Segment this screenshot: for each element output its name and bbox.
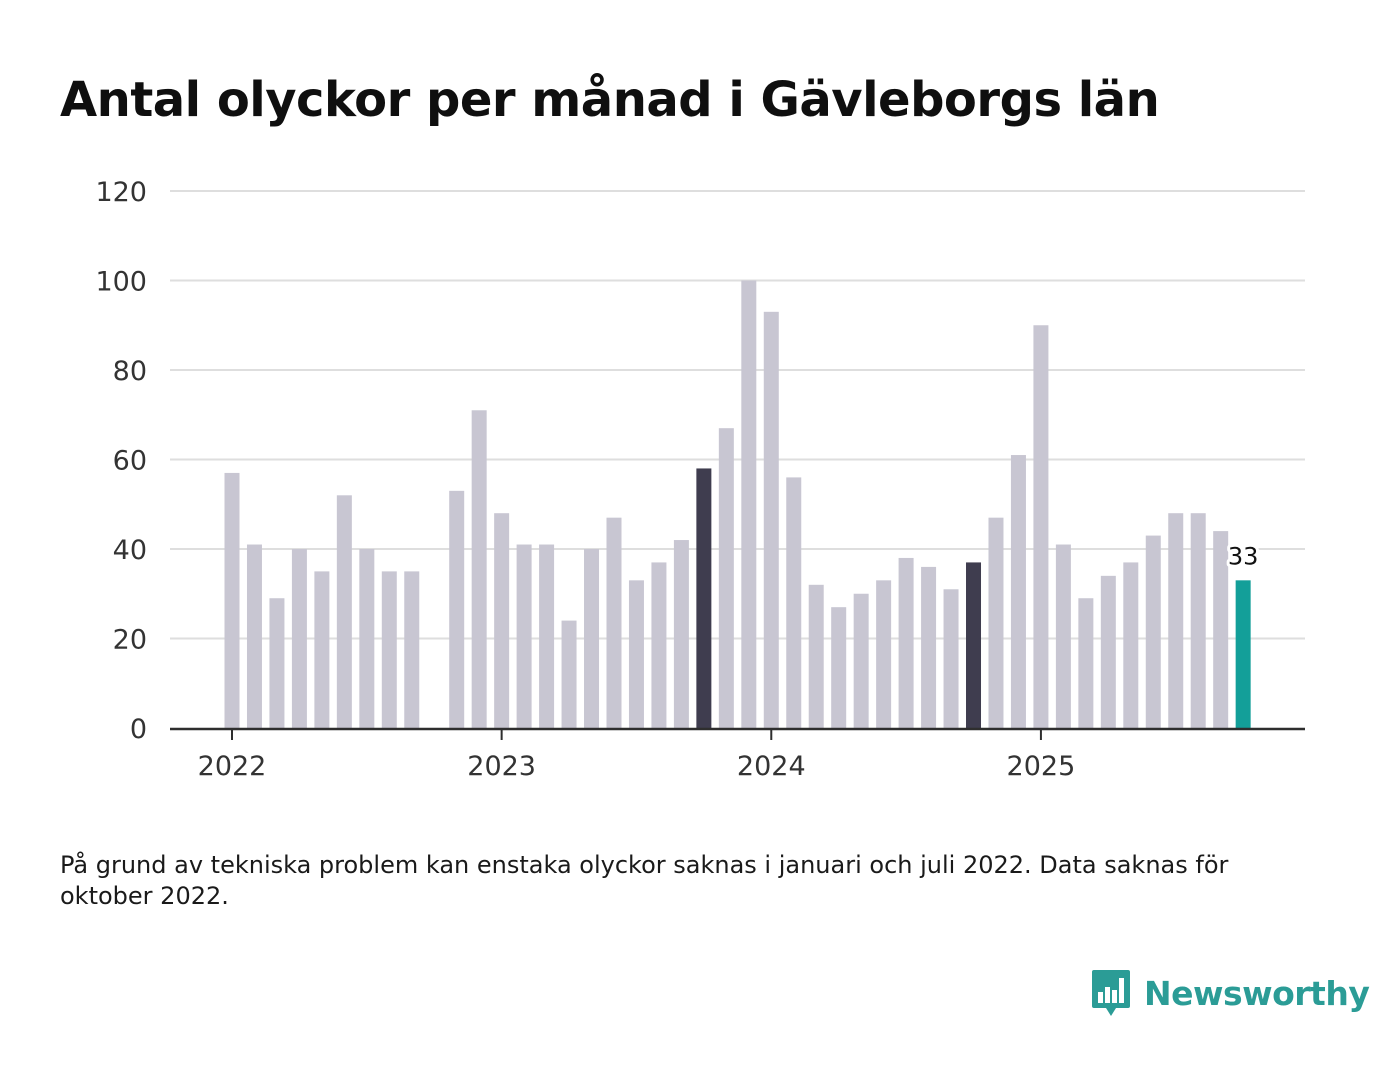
bar[interactable] <box>336 495 352 728</box>
y-tick-label: 40 <box>113 535 147 566</box>
bar[interactable] <box>921 566 937 728</box>
bar[interactable] <box>291 549 307 728</box>
bar-chart: 0 20 40 60 80 100 120 2022 2023 2024 2025 33 <box>95 177 1305 782</box>
bar[interactable] <box>651 562 667 728</box>
y-axis-ticks: 0 20 40 60 80 100 120 <box>95 177 147 745</box>
bar[interactable] <box>741 280 757 729</box>
brand-name: Newsworthy <box>1144 973 1370 1013</box>
bar[interactable] <box>718 428 734 728</box>
brand-logo[interactable]: Newsworthy <box>1090 968 1370 1018</box>
y-tick-label: 0 <box>130 714 147 745</box>
bar[interactable] <box>831 607 847 728</box>
bar[interactable] <box>471 410 487 728</box>
bars <box>224 280 1251 729</box>
gridlines <box>170 190 1305 640</box>
bar[interactable] <box>1190 513 1206 728</box>
bar[interactable] <box>516 544 532 728</box>
bar[interactable] <box>1123 562 1139 728</box>
bar[interactable] <box>381 571 397 729</box>
chart-title: Antal olyckor per månad i Gävleborgs län <box>60 72 1160 128</box>
bar[interactable] <box>1078 598 1094 728</box>
bar[interactable] <box>1033 325 1049 728</box>
bar[interactable] <box>314 571 330 729</box>
x-tick-label: 2025 <box>1007 751 1076 782</box>
y-tick-label: 120 <box>95 177 147 208</box>
bar[interactable] <box>449 490 465 728</box>
y-tick-label: 80 <box>113 356 147 387</box>
bar[interactable] <box>786 477 802 728</box>
x-tick-label: 2024 <box>737 751 806 782</box>
bar[interactable] <box>1168 513 1184 728</box>
bar[interactable] <box>1100 575 1116 728</box>
bar[interactable] <box>606 517 622 728</box>
bar[interactable] <box>584 549 600 728</box>
bar[interactable] <box>1010 455 1026 728</box>
y-tick-label: 20 <box>113 625 147 656</box>
data-labels: 33 <box>1225 539 1262 573</box>
bar[interactable] <box>673 540 689 728</box>
bar[interactable] <box>853 593 869 728</box>
bar-chart-speech-bubble-icon <box>1092 970 1130 1016</box>
bar[interactable] <box>808 584 824 728</box>
bar[interactable] <box>1213 531 1229 728</box>
bar[interactable] <box>1055 544 1071 728</box>
x-tick-label: 2022 <box>198 751 267 782</box>
bar[interactable] <box>1145 535 1161 728</box>
bar[interactable] <box>494 513 510 728</box>
y-tick-label: 60 <box>113 446 147 477</box>
bar-highlighted[interactable] <box>966 562 982 728</box>
bar[interactable] <box>359 549 375 728</box>
bar[interactable] <box>404 571 420 729</box>
bar[interactable] <box>898 557 914 728</box>
bar[interactable] <box>539 544 555 728</box>
data-label-latest: 33 <box>1228 542 1259 570</box>
bar[interactable] <box>943 589 959 728</box>
bar-highlighted[interactable] <box>696 468 712 728</box>
bar[interactable] <box>988 517 1004 728</box>
bar[interactable] <box>763 311 779 728</box>
x-tick-label: 2023 <box>467 751 536 782</box>
bar[interactable] <box>561 620 577 728</box>
footnote: På grund av tekniska problem kan enstaka… <box>60 851 1229 910</box>
bar[interactable] <box>246 544 262 728</box>
y-tick-label: 100 <box>95 267 147 298</box>
bar-latest[interactable] <box>1235 580 1251 728</box>
bar[interactable] <box>224 472 240 728</box>
bar[interactable] <box>876 580 892 728</box>
bar[interactable] <box>628 580 644 728</box>
bar[interactable] <box>269 598 285 728</box>
x-axis-ticks: 2022 2023 2024 2025 <box>198 729 1076 782</box>
